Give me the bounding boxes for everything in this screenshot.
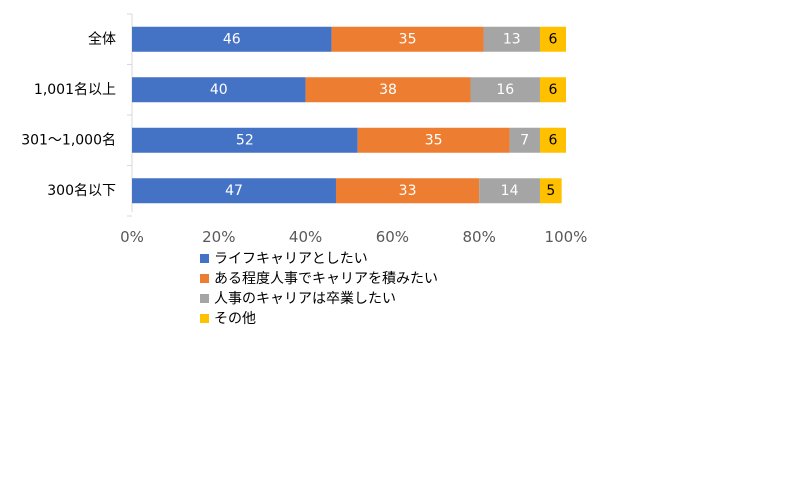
data-label: 40 xyxy=(210,82,228,98)
bar-segment xyxy=(335,178,480,204)
legend-item: 人事のキャリアは卒業したい xyxy=(200,291,438,311)
bar-segment xyxy=(305,77,471,103)
data-label: 35 xyxy=(425,132,443,148)
legend-item: ある程度人事でキャリアを積みたい xyxy=(200,271,438,291)
data-label: 14 xyxy=(501,183,519,199)
x-tick-label: 0% xyxy=(120,228,144,246)
data-label: 46 xyxy=(223,31,241,47)
x-tick-label: 100% xyxy=(545,228,588,246)
bar-segment xyxy=(132,26,332,52)
data-label: 33 xyxy=(399,183,417,199)
bar-segment xyxy=(539,178,562,204)
legend-swatch xyxy=(200,314,209,323)
legend-swatch xyxy=(200,254,209,263)
x-tick-label: 20% xyxy=(202,228,235,246)
bar-segment xyxy=(357,127,510,153)
data-label: 16 xyxy=(496,82,514,98)
bar-segment xyxy=(132,127,358,153)
category-label: 300名以下 xyxy=(47,183,116,199)
data-label: 13 xyxy=(503,31,521,47)
data-label: 35 xyxy=(399,31,417,47)
bar-segment xyxy=(483,26,540,52)
bar-segment xyxy=(539,26,566,52)
data-label: 47 xyxy=(225,183,243,199)
bar-segment xyxy=(470,77,540,103)
bar-segment xyxy=(132,178,336,204)
legend-label: 人事のキャリアは卒業したい xyxy=(214,291,396,307)
legend-item: ライフキャリアとしたい xyxy=(200,251,438,271)
legend-item: その他 xyxy=(200,311,438,331)
data-label: 6 xyxy=(549,132,558,148)
x-tick-label: 40% xyxy=(289,228,322,246)
bar-segment xyxy=(479,178,540,204)
data-label: 5 xyxy=(546,183,555,199)
legend-label: その他 xyxy=(214,311,256,327)
bar-segment xyxy=(539,127,566,153)
data-label: 38 xyxy=(379,82,397,98)
legend-label: ある程度人事でキャリアを積みたい xyxy=(214,271,438,287)
bar-segment xyxy=(331,26,484,52)
legend-swatch xyxy=(200,274,209,283)
legend-swatch xyxy=(200,294,209,303)
bar-segment xyxy=(509,127,540,153)
x-tick-label: 80% xyxy=(463,228,496,246)
category-label: 1,001名以上 xyxy=(34,82,116,98)
chart-legend: ライフキャリアとしたいある程度人事でキャリアを積みたい 人事のキャリアは卒業したい… xyxy=(200,251,438,331)
data-label: 6 xyxy=(549,82,558,98)
bar-segment xyxy=(539,77,566,103)
data-label: 6 xyxy=(549,31,558,47)
bar-segment xyxy=(132,77,306,103)
x-tick-label: 60% xyxy=(376,228,409,246)
data-label: 52 xyxy=(236,132,254,148)
legend-label: ライフキャリアとしたい xyxy=(214,251,368,267)
category-label: 301～1,000名 xyxy=(21,132,116,148)
data-label: 7 xyxy=(520,132,529,148)
category-label: 全体 xyxy=(88,30,116,47)
